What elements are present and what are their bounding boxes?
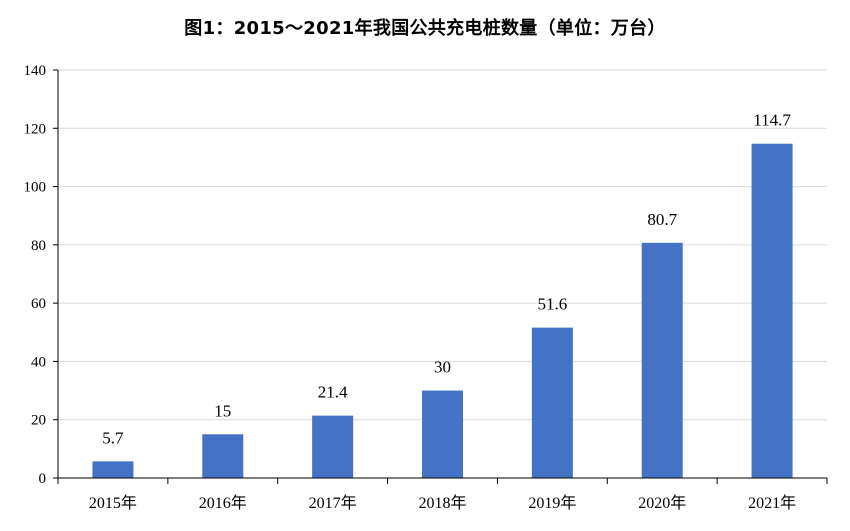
data-label: 30: [434, 358, 451, 377]
x-tick-label: 2019年: [528, 494, 576, 512]
chart-title: 图1：2015～2021年我国公共充电桩数量（单位：万台）: [184, 18, 666, 39]
x-tick-label: 2015年: [89, 494, 137, 512]
bar: [751, 143, 793, 478]
data-label: 51.6: [537, 295, 567, 314]
data-label: 114.7: [753, 111, 791, 130]
data-label: 15: [214, 401, 231, 420]
y-tick-label: 60: [31, 296, 46, 312]
x-tick-label: 2020年: [638, 494, 686, 512]
bar: [531, 327, 573, 478]
labels: 0 20 40 60 80 100 120 140 5.7 2015年 15 2016年 21.4 201…: [24, 63, 797, 512]
data-label: 21.4: [318, 383, 348, 402]
data-label: 5.7: [102, 428, 124, 447]
y-tick-label: 0: [39, 471, 47, 487]
y-tick-label: 20: [31, 413, 46, 429]
y-tick-label: 100: [24, 180, 47, 196]
y-tick-label: 140: [24, 63, 47, 79]
data-label: 80.7: [647, 210, 677, 229]
bar: [312, 415, 354, 478]
y-tick-label: 80: [31, 238, 46, 254]
y-tick-label: 40: [31, 354, 46, 370]
x-tick-label: 2021年: [748, 494, 796, 512]
bar: [92, 461, 134, 478]
x-tick-label: 2017年: [309, 494, 357, 512]
bar: [202, 434, 244, 478]
x-tick-label: 2016年: [199, 494, 247, 512]
axes: [53, 69, 828, 484]
bar: [641, 242, 683, 478]
y-tick-label: 120: [24, 121, 47, 137]
bar: [422, 390, 463, 478]
bars: [92, 143, 793, 478]
x-tick-label: 2018年: [418, 494, 466, 512]
